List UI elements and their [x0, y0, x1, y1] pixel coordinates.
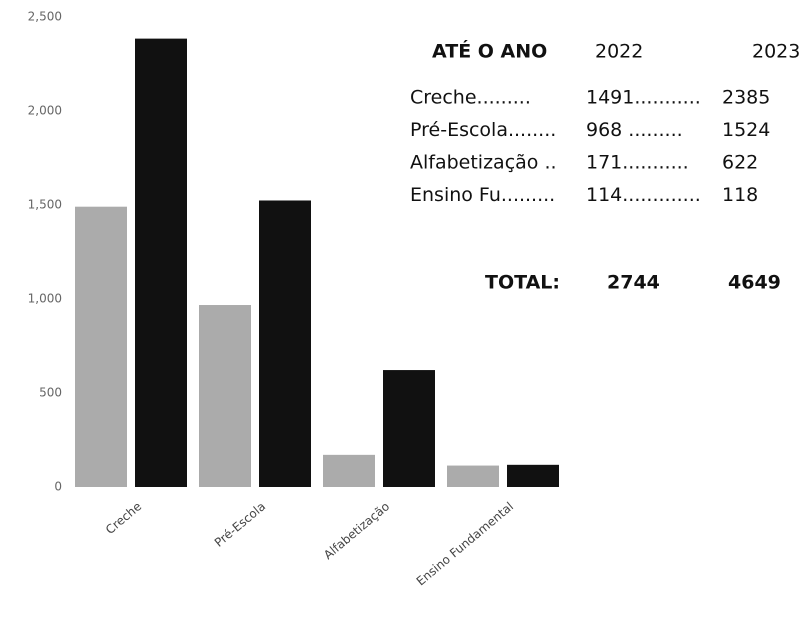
- y-tick-label: 2,500: [28, 10, 62, 24]
- total-label: TOTAL:: [485, 272, 560, 294]
- x-tick-label: Creche: [103, 499, 144, 537]
- bar: [259, 200, 311, 487]
- table-cell: 1491...........: [586, 87, 701, 109]
- table-cell: Alfabetização ..: [410, 152, 557, 174]
- table-heading: ATÉ O ANO: [432, 40, 547, 63]
- table-cell: 2385: [722, 87, 770, 109]
- table-cell: Pré-Escola........: [410, 119, 556, 141]
- x-tick-label: Pré-Escola: [212, 499, 268, 549]
- table-cell: 968 .........: [586, 119, 683, 141]
- table-cell: 114.............: [586, 184, 701, 206]
- y-tick-label: 500: [39, 386, 62, 400]
- total-value: 4649: [728, 272, 781, 294]
- table-cell: 171...........: [586, 152, 689, 174]
- bar: [383, 370, 435, 487]
- x-tick-label: Ensino Fundamental: [414, 499, 516, 588]
- y-tick-label: 1,500: [28, 198, 62, 212]
- bar: [507, 464, 559, 487]
- bar: [75, 206, 127, 487]
- table-cell: 622: [722, 152, 758, 174]
- table-year: 2023: [752, 41, 800, 63]
- table-cell: Creche.........: [410, 87, 531, 109]
- table-cell: 118: [722, 184, 758, 206]
- bar: [135, 38, 187, 488]
- table-cell: 1524: [722, 119, 770, 141]
- y-tick-label: 1,000: [28, 292, 62, 306]
- x-tick-label: Alfabetização: [321, 499, 392, 562]
- table-year: 2022: [595, 41, 643, 63]
- table-cell: Ensino Fu.........: [410, 184, 555, 206]
- summary-table: ATÉ O ANO 2022 2023 TOTAL: 2744 4649: [432, 40, 800, 294]
- total-value: 2744: [607, 272, 660, 294]
- bar: [323, 454, 375, 487]
- y-tick-label: 0: [54, 480, 62, 494]
- bar: [199, 305, 251, 487]
- y-tick-label: 2,000: [28, 104, 62, 118]
- bar: [447, 465, 499, 487]
